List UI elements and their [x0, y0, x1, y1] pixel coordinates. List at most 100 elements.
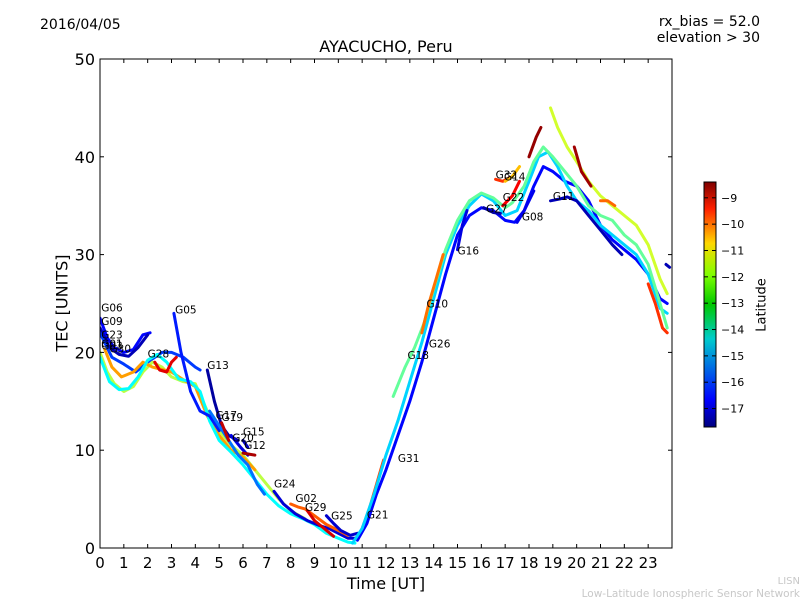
satellite-label-g28: G28	[148, 348, 170, 360]
track-g18	[351, 150, 669, 545]
rx-bias-label: rx_bias = 52.0	[658, 14, 760, 30]
x-tick-label: 7	[262, 554, 272, 572]
track-g25	[324, 514, 359, 537]
track-g02	[289, 502, 350, 537]
colorbar-tick-label: −15	[721, 350, 744, 363]
satellite-label-g24: G24	[274, 478, 296, 490]
x-tick-label: 11	[353, 554, 372, 572]
satellite-label-g30: G30	[110, 343, 131, 355]
x-tick-label: 6	[238, 554, 248, 572]
axes: 0 1 2 3 4 5 6 7 8 9 10 11 12 13 14 15 16 17 18 19 20 21 22 2301…	[75, 50, 672, 572]
track-g12	[241, 451, 257, 457]
x-tick-label: 9	[310, 554, 320, 572]
y-tick-label: 20	[75, 343, 95, 362]
y-tick-label: 10	[75, 441, 95, 460]
track-g11	[549, 195, 624, 257]
track-g09	[100, 326, 150, 358]
satellite-label-g09: G09	[101, 316, 123, 328]
x-tick-label: 3	[167, 554, 177, 572]
y-tick-label: 30	[75, 246, 95, 265]
track-g36	[599, 199, 617, 208]
satellite-label-g29: G29	[305, 502, 327, 514]
colorbar-tick-label: −10	[721, 218, 744, 231]
colorbar-tick-label: −11	[721, 244, 744, 257]
colorbar-tick-label: −12	[721, 271, 744, 284]
satellite-labels: G06G09G23G03G30G01G28G05G13G17G19G20G15G…	[101, 169, 574, 522]
x-tick-label: 13	[400, 554, 419, 572]
x-tick-label: 17	[496, 554, 515, 572]
x-axis-label: Time [UT]	[346, 574, 426, 593]
satellite-label-g06: G06	[101, 302, 123, 314]
satellite-label-g08: G08	[522, 211, 544, 223]
satellite-label-g05: G05	[175, 304, 197, 316]
x-tick-label: 5	[214, 554, 224, 572]
track-g16	[456, 209, 469, 252]
track-g38	[664, 262, 672, 269]
track-g22	[501, 179, 521, 208]
track-g37	[646, 282, 669, 335]
x-tick-label: 16	[472, 554, 491, 572]
colorbar-tick-label: −14	[721, 324, 744, 337]
track-g27	[482, 206, 502, 215]
satellite-label-g11: G11	[553, 191, 575, 203]
x-tick-label: 14	[424, 554, 443, 572]
satellite-label-g03: G03	[101, 340, 123, 352]
x-tick-label: 20	[567, 554, 586, 572]
satellite-label-g25: G25	[331, 511, 353, 523]
x-tick-label: 8	[286, 554, 296, 572]
track-g34	[527, 126, 543, 159]
track-g01	[100, 352, 357, 545]
x-tick-label: 22	[615, 554, 634, 572]
satellite-label-g31: G31	[398, 453, 420, 465]
satellite-label-g16: G16	[458, 246, 480, 258]
track-g19	[220, 421, 231, 442]
track-g17	[208, 409, 266, 496]
track-g29	[305, 509, 336, 538]
satellite-label-g19: G19	[222, 412, 244, 424]
credit-long: Low-Latitude Ionospheric Sensor Network	[581, 588, 800, 600]
satellite-label-g22: G22	[503, 192, 525, 204]
satellite-label-g10: G10	[427, 298, 449, 310]
satellite-label-g01: G01	[101, 339, 123, 351]
colorbar	[703, 181, 717, 428]
track-g28	[153, 355, 178, 374]
x-tick-label: 15	[448, 554, 467, 572]
x-tick-label: 19	[543, 554, 562, 572]
satellite-label-g27: G27	[486, 204, 508, 216]
colorbar-tick-label: −13	[721, 297, 744, 310]
track-g05	[172, 311, 221, 433]
y-tick-label: 40	[75, 148, 95, 167]
satellite-label-g18: G18	[407, 350, 429, 362]
satellite-label-g14: G14	[504, 171, 526, 183]
track-g31	[355, 165, 669, 542]
satellite-label-g23: G23	[101, 330, 123, 342]
y-tick-label: 0	[85, 539, 95, 558]
x-tick-label: 4	[191, 554, 201, 572]
x-tick-label: 18	[519, 554, 538, 572]
satellite-label-g15: G15	[243, 427, 265, 439]
elevation-label: elevation > 30	[656, 30, 760, 46]
x-tick-label: 23	[639, 554, 658, 572]
track-g06	[100, 316, 152, 354]
x-tick-label: 2	[143, 554, 153, 572]
satellite-label-g32: G32	[496, 169, 517, 181]
track-g15	[241, 438, 250, 449]
track-g08	[515, 189, 536, 224]
satellite-label-g12: G12	[244, 440, 265, 452]
parameters-label: rx_bias = 52.0 elevation > 30	[657, 14, 760, 46]
track-g26	[391, 145, 669, 398]
x-tick-label: 1	[119, 554, 129, 572]
track-g10	[420, 253, 445, 335]
y-tick-label: 50	[75, 50, 95, 69]
colorbar-ticks: −9 −10 −11 −12 −13 −14 −15 −16 −17	[704, 192, 744, 416]
colorbar-tick-label: −9	[721, 192, 737, 205]
satellite-label-g02: G02	[295, 493, 317, 505]
chart-title: AYACUCHO, Peru	[319, 37, 453, 56]
satellite-label-g26: G26	[429, 339, 451, 351]
x-tick-label: 12	[376, 554, 395, 572]
track-g14	[503, 165, 521, 183]
colorbar-tick-label: −16	[721, 376, 744, 389]
satellite-label-g17: G17	[216, 410, 238, 422]
date-label: 2016/04/05	[40, 17, 121, 33]
